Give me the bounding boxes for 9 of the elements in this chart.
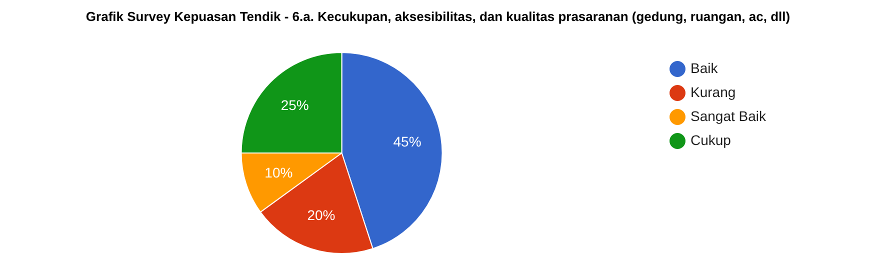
data-label: 45% (393, 133, 422, 150)
legend-label: Kurang (690, 84, 736, 100)
chart-title: Grafik Survey Kepuasan Tendik - 6.a. Kecukupan, aksesibilitas, dan kualitas prasaranan (gedung, ruangan, ac, dll) (84, 9, 792, 24)
data-label: 25% (280, 96, 309, 113)
legend-label: Cukup (690, 132, 732, 148)
legend-label: Sangat Baik (690, 108, 767, 124)
data-label: 10% (264, 164, 293, 180)
data-label: 20% (307, 206, 336, 223)
legend-label: Baik (690, 60, 719, 76)
